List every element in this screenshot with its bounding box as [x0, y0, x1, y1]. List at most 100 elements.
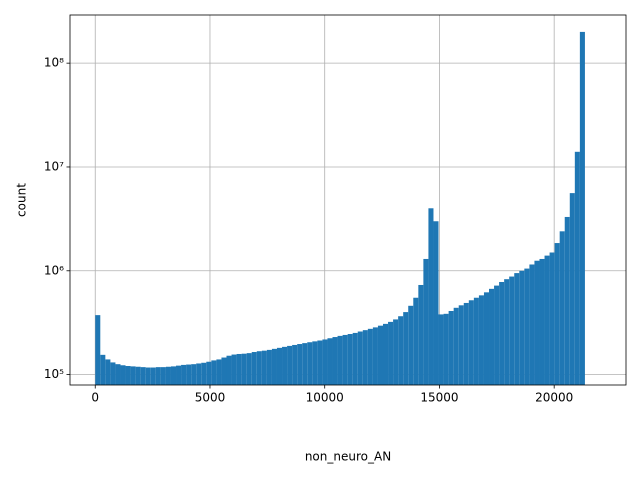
- bar: [251, 352, 257, 385]
- bar: [327, 338, 333, 385]
- bar: [135, 366, 141, 385]
- bar: [266, 349, 272, 385]
- bar: [282, 346, 288, 385]
- bar: [388, 321, 394, 385]
- bar: [226, 355, 232, 385]
- bar: [256, 351, 262, 385]
- bar: [95, 315, 101, 385]
- y-tick-label: 10⁶: [44, 263, 64, 277]
- bar: [473, 297, 479, 385]
- bar: [307, 342, 313, 385]
- bar: [100, 354, 106, 385]
- y-tick-label: 10⁸: [44, 56, 64, 70]
- bar: [559, 231, 565, 385]
- bar: [125, 366, 131, 385]
- bar: [206, 361, 212, 385]
- bar: [362, 330, 368, 385]
- bar: [514, 273, 520, 385]
- bar: [105, 359, 111, 385]
- y-tick-label: 10⁵: [44, 367, 64, 381]
- bar: [165, 366, 171, 385]
- bar: [448, 310, 454, 385]
- x-tick-label: 5000: [195, 391, 226, 405]
- bar: [443, 313, 449, 385]
- bar: [236, 353, 242, 385]
- bar: [357, 331, 363, 385]
- bar: [574, 151, 580, 385]
- bar: [544, 255, 550, 385]
- bar: [231, 354, 237, 385]
- bar: [140, 367, 146, 385]
- bar: [317, 340, 323, 385]
- bar: [191, 364, 197, 385]
- bar: [468, 300, 474, 385]
- bar: [246, 353, 252, 385]
- bar: [120, 365, 126, 385]
- bar: [130, 366, 136, 385]
- bar: [504, 279, 510, 385]
- bar: [418, 284, 424, 385]
- bar: [458, 305, 464, 385]
- bar: [312, 341, 318, 385]
- bar: [554, 243, 560, 385]
- bar: [403, 312, 409, 385]
- bar: [564, 216, 570, 385]
- bar: [186, 364, 192, 385]
- bar: [367, 328, 373, 385]
- bar: [287, 345, 293, 385]
- bar: [499, 281, 505, 385]
- bar: [170, 366, 177, 385]
- bar: [398, 316, 404, 385]
- bar: [115, 364, 121, 385]
- bar: [483, 292, 490, 385]
- x-tick-label: 20000: [535, 391, 573, 405]
- x-tick-label: 15000: [420, 391, 458, 405]
- bar: [292, 344, 298, 385]
- bar: [150, 367, 156, 385]
- bar: [428, 208, 434, 385]
- bar: [216, 359, 222, 385]
- bar: [145, 367, 151, 385]
- bar: [201, 362, 207, 385]
- bar: [478, 295, 484, 385]
- bar: [297, 344, 303, 385]
- bar: [347, 334, 353, 385]
- plot-frame: [69, 14, 627, 386]
- bar: [332, 337, 338, 385]
- bar: [463, 302, 469, 385]
- bar: [337, 335, 343, 385]
- bar: [519, 270, 525, 385]
- bar: [569, 193, 575, 385]
- bar: [549, 252, 555, 385]
- bar: [110, 362, 116, 385]
- bar: [176, 365, 182, 385]
- bar: [534, 260, 540, 385]
- bar: [302, 343, 308, 385]
- x-axis-label: non_neuro_AN: [305, 450, 391, 464]
- bar: [352, 332, 358, 385]
- x-tick-label: 10000: [306, 391, 344, 405]
- bar: [453, 307, 459, 385]
- bar: [494, 285, 500, 385]
- y-tick-label: 10⁷: [44, 159, 64, 173]
- bar: [160, 367, 166, 385]
- bar: [241, 353, 247, 385]
- bar: [393, 319, 399, 385]
- bar: [539, 258, 545, 385]
- bar: [433, 221, 439, 385]
- bar: [382, 323, 389, 385]
- bar: [408, 305, 414, 385]
- bar: [579, 31, 585, 385]
- bar: [221, 357, 227, 385]
- bar: [413, 297, 419, 385]
- bar: [372, 327, 378, 385]
- bar: [181, 364, 187, 385]
- bar: [211, 360, 217, 385]
- x-tick-label: 0: [91, 391, 99, 405]
- bar: [377, 325, 383, 385]
- bar: [423, 258, 429, 385]
- bar: [529, 264, 535, 385]
- bar: [155, 367, 161, 385]
- bar: [438, 314, 444, 385]
